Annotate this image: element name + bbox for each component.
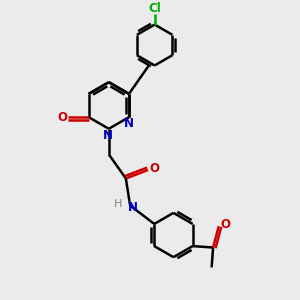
Text: N: N	[128, 201, 137, 214]
Text: H: H	[114, 199, 122, 209]
Text: Cl: Cl	[148, 2, 161, 15]
Text: O: O	[149, 162, 159, 175]
Text: N: N	[124, 117, 134, 130]
Text: N: N	[103, 128, 113, 142]
Text: O: O	[58, 111, 68, 124]
Text: O: O	[220, 218, 230, 231]
